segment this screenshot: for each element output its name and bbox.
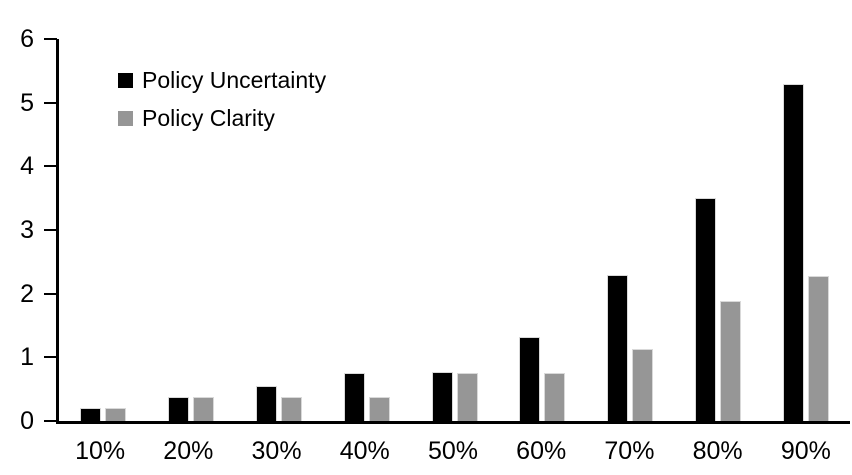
- bar-policy-uncertainty: [79, 408, 101, 421]
- bar-group: [586, 39, 674, 421]
- y-axis-tick: [44, 38, 57, 40]
- x-axis-label: 10%: [75, 437, 126, 465]
- bar-policy-uncertainty: [431, 371, 453, 421]
- x-axis-label: 70%: [604, 437, 655, 465]
- plot-area: [44, 38, 850, 424]
- bar-policy-clarity: [632, 349, 654, 421]
- y-axis-labels: 0 1 2 3 4 5 6: [0, 26, 44, 434]
- bar-policy-uncertainty: [519, 336, 541, 421]
- bar-policy-uncertainty: [783, 83, 805, 421]
- bar-policy-uncertainty: [695, 198, 717, 421]
- x-axis-label: 60%: [516, 437, 567, 465]
- y-axis-label: 1: [20, 343, 34, 372]
- bar-policy-clarity: [456, 372, 478, 421]
- y-axis-tick: [44, 101, 57, 104]
- y-axis-tick: [44, 356, 57, 359]
- legend-label: Policy Uncertainty: [142, 67, 327, 93]
- x-axis-label: 50%: [427, 437, 478, 465]
- bar-group: [498, 39, 586, 421]
- bar-group: [411, 39, 499, 421]
- x-axis-label: 40%: [339, 437, 390, 465]
- legend-item: Policy Clarity: [118, 105, 326, 131]
- legend-swatch: [118, 110, 133, 126]
- y-axis-label: 3: [20, 216, 34, 244]
- bar-policy-clarity: [808, 275, 830, 421]
- bar-group: [147, 39, 235, 421]
- bar-group: [674, 39, 762, 421]
- y-axis-label: 0: [20, 407, 34, 435]
- x-axis-label: 30%: [251, 437, 302, 465]
- x-axis-labels: 10% 20% 30% 40% 50% 60% 70% 80% 90%: [56, 438, 850, 464]
- bar-policy-uncertainty: [167, 396, 189, 421]
- bar-policy-clarity: [280, 396, 302, 421]
- bar-group: [762, 39, 850, 421]
- x-axis-label: 80%: [692, 437, 743, 465]
- bar-policy-uncertainty: [255, 385, 277, 421]
- bar-policy-clarity: [720, 301, 742, 421]
- y-axis-tick: [44, 420, 57, 422]
- legend-swatch: [118, 72, 133, 88]
- bar-policy-clarity: [368, 396, 390, 421]
- bar-policy-uncertainty: [343, 372, 365, 421]
- bar-group: [59, 39, 147, 421]
- legend-label: Policy Clarity: [142, 105, 275, 131]
- bar-group: [235, 39, 323, 421]
- x-axis-label: 20%: [163, 437, 214, 465]
- y-axis-tick: [44, 165, 57, 168]
- y-axis-label: 2: [20, 279, 34, 308]
- bar-policy-clarity: [104, 408, 126, 421]
- bar-groups: [59, 39, 850, 421]
- y-axis-label: 4: [20, 152, 34, 181]
- y-axis-tick: [44, 292, 57, 295]
- bar-policy-uncertainty: [607, 274, 629, 421]
- bar-policy-clarity: [544, 372, 566, 421]
- x-axis-label: 90%: [780, 437, 831, 465]
- legend: Policy Uncertainty Policy Clarity: [118, 67, 326, 131]
- legend-item: Policy Uncertainty: [118, 67, 326, 93]
- y-axis-label: 6: [20, 25, 34, 53]
- y-axis-label: 5: [20, 88, 34, 117]
- y-axis-tick: [44, 229, 57, 231]
- bar-policy-clarity: [192, 396, 214, 421]
- bar-group: [323, 39, 411, 421]
